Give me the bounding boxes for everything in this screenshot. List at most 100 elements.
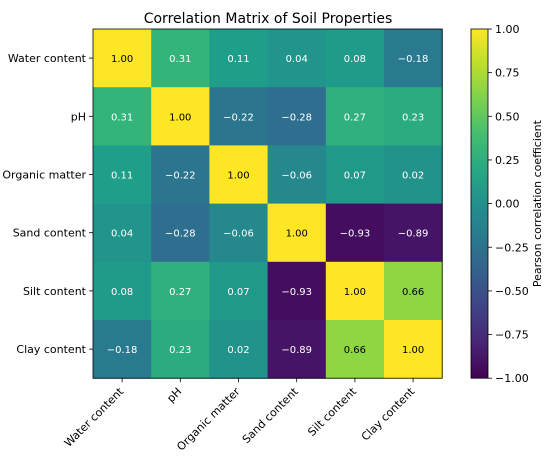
heatmap-cell: [151, 87, 210, 146]
heatmap-cell: [325, 203, 385, 263]
y-tick-label: Organic matter: [2, 169, 86, 182]
cell-value-label: 0.08: [344, 54, 366, 65]
heatmap-cell: [325, 261, 385, 321]
cell-value-label: −0.28: [165, 229, 196, 240]
y-tick-label: Silt content: [23, 285, 87, 298]
heatmap-cell: [209, 29, 269, 88]
cell-value-label: −0.93: [281, 287, 312, 298]
cell-value-label: −0.28: [281, 112, 312, 123]
cell-value-label: 0.27: [344, 112, 366, 123]
y-tick-label: pH: [71, 110, 86, 123]
cell-value-label: 0.31: [111, 112, 133, 123]
cell-value-label: −0.18: [107, 345, 138, 356]
x-tick-label: Sand content: [240, 385, 302, 447]
heatmap-cell: [93, 320, 152, 379]
cell-value-label: 0.66: [402, 287, 424, 298]
cell-value-label: 0.04: [286, 54, 308, 65]
colorbar-tick-label: −0.50: [495, 285, 529, 298]
colorbar-tick-label: 1.00: [495, 23, 520, 36]
heatmap-cell: [93, 29, 152, 88]
cell-value-label: 1.00: [111, 54, 133, 65]
heatmap-cell: [209, 87, 269, 146]
heatmap-cell: [325, 87, 385, 146]
y-tick-label: Sand content: [13, 227, 87, 240]
cell-value-label: −0.22: [223, 112, 254, 123]
y-tick-label: Clay content: [16, 343, 86, 356]
cell-value-label: 0.27: [169, 287, 191, 298]
heatmap-cell: [325, 320, 385, 379]
heatmap-cell: [151, 320, 210, 379]
heatmap-cell: [151, 203, 210, 263]
cell-value-label: −0.22: [165, 171, 196, 182]
cell-value-label: 1.00: [227, 171, 249, 182]
heatmap-cell: [384, 261, 443, 321]
heatmap-cell: [267, 261, 327, 321]
cell-value-label: 0.23: [402, 112, 424, 123]
cell-value-label: −0.93: [340, 229, 371, 240]
x-tick-label: Clay content: [359, 385, 418, 444]
colorbar-tick-label: −1.00: [495, 372, 529, 385]
heatmap-cell: [93, 203, 152, 263]
colorbar-tick-label: 0.25: [495, 154, 520, 167]
heatmap-cell: [384, 87, 443, 146]
heatmap-cell: [384, 145, 443, 205]
chart-title: Correlation Matrix of Soil Properties: [144, 11, 393, 27]
cell-value-label: −0.89: [398, 229, 429, 240]
y-tick-label: Water content: [8, 52, 87, 65]
colorbar-label: Pearson correlation coefficient: [531, 119, 544, 287]
heatmap-cell: [151, 145, 210, 205]
heatmap-cell: [267, 145, 327, 205]
cell-value-label: −0.06: [281, 171, 312, 182]
cell-value-label: 0.11: [111, 171, 133, 182]
cell-value-label: 0.23: [169, 345, 191, 356]
cell-value-label: 0.66: [344, 345, 366, 356]
heatmap-cell: [151, 261, 210, 321]
x-tick-label: pH: [164, 385, 184, 405]
cell-value-label: 0.07: [227, 287, 249, 298]
heatmap-cell: [267, 320, 327, 379]
heatmap-cell: [93, 261, 152, 321]
colorbar-tick-label: −0.25: [495, 241, 529, 254]
colorbar-gradient: [470, 28, 489, 379]
heatmap-cell: [325, 145, 385, 205]
cell-value-label: 0.31: [169, 54, 191, 65]
heatmap-cell: [384, 29, 443, 88]
cell-value-label: 0.02: [402, 171, 424, 182]
cell-value-label: 0.04: [111, 229, 133, 240]
heatmap-cell: [384, 203, 443, 263]
x-tick-label: Silt content: [305, 385, 359, 439]
heatmap-cell: [209, 320, 269, 379]
colorbar: 1.00 0.75 0.50 0.25 0.00 −0.25 −0.50 −0.75 −1.00…: [470, 23, 544, 385]
cell-value-label: 0.07: [344, 171, 366, 182]
heatmap-cell: [267, 203, 327, 263]
heatmap-cell: [267, 29, 327, 88]
heatmap-cell: [325, 29, 385, 88]
heatmap-cell: [93, 87, 152, 146]
colorbar-tick-label: 0.00: [495, 198, 520, 211]
heatmap-cell: [151, 29, 210, 88]
heatmap-cells: 1.00 0.31 0.11 0.04 0.08 −0.18 0.31 1.00 −0.22 −0…: [92, 28, 443, 379]
heatmap-cell: [209, 203, 269, 263]
cell-value-label: 0.11: [227, 54, 249, 65]
plot-frame: [92, 28, 443, 379]
cell-value-label: 0.08: [111, 287, 133, 298]
colorbar-tick-label: 0.75: [495, 67, 520, 80]
cell-value-label: −0.89: [281, 345, 312, 356]
heatmap-cell: [384, 320, 443, 379]
cell-value-label: 1.00: [344, 287, 366, 298]
colorbar-tick-label: −0.75: [495, 329, 529, 342]
cell-value-label: 1.00: [169, 112, 191, 123]
heatmap-cell: [209, 261, 269, 321]
heatmap-cell: [209, 145, 269, 205]
cell-value-label: 0.02: [227, 345, 249, 356]
cell-value-label: −0.18: [398, 54, 429, 65]
heatmap-cell: [267, 87, 327, 146]
cell-value-label: 1.00: [402, 345, 424, 356]
x-tick-label: Water content: [62, 385, 127, 450]
x-tick-label: Organic matter: [174, 385, 243, 454]
cell-value-label: −0.06: [223, 229, 254, 240]
cell-value-label: 1.00: [286, 229, 308, 240]
colorbar-tick-label: 0.50: [495, 110, 520, 123]
